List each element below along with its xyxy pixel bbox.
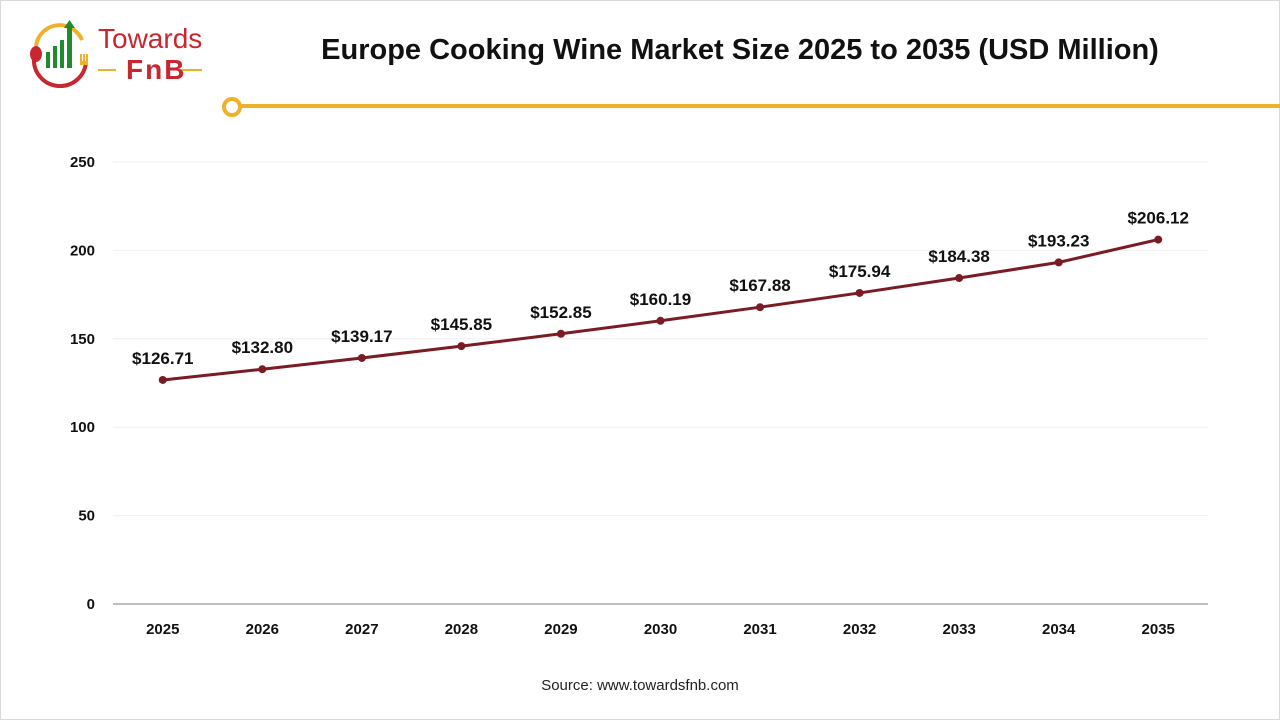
x-tick-label: 2028 — [445, 621, 478, 638]
series-line — [162, 238, 1159, 382]
data-label: $126.71 — [132, 349, 193, 368]
data-label: $152.85 — [530, 303, 591, 322]
x-tick-label: 2031 — [743, 621, 776, 638]
chart-title: Europe Cooking Wine Market Size 2025 to … — [321, 34, 1159, 66]
data-label: $175.94 — [829, 262, 891, 281]
logo-text-towards: Towards — [98, 23, 203, 54]
y-tick-label: 250 — [70, 154, 95, 171]
data-point — [357, 353, 366, 362]
x-tick-label: 2035 — [1142, 621, 1175, 638]
data-point — [955, 274, 964, 283]
data-label: $160.19 — [630, 290, 691, 309]
data-point — [556, 329, 565, 338]
y-tick-label: 0 — [87, 596, 95, 613]
data-point — [158, 375, 167, 384]
x-tick-label: 2032 — [843, 621, 876, 638]
data-label: $145.85 — [431, 315, 492, 334]
data-point — [1054, 258, 1063, 267]
data-labels: $126.71 $132.80 $139.17 $145.85 $152.85 $160.… — [132, 209, 1189, 368]
y-tick-label: 100 — [70, 419, 95, 436]
data-label: $167.88 — [729, 276, 790, 295]
logo-text-fnb: FnB — [126, 54, 187, 85]
data-point — [258, 365, 267, 374]
x-tick-label: 2034 — [1042, 621, 1076, 638]
x-tick-label: 2025 — [146, 621, 179, 638]
source-note: Source: www.towardsfnb.com — [541, 677, 739, 694]
data-point — [656, 316, 665, 325]
y-tick-label: 150 — [70, 331, 95, 348]
data-label: $193.23 — [1028, 231, 1089, 250]
x-tick-label: 2030 — [644, 621, 677, 638]
data-point — [457, 342, 466, 351]
data-label: $184.38 — [928, 247, 989, 266]
x-tick-label: 2027 — [345, 621, 378, 638]
x-axis: 2025 2026 2027 2028 2029 2030 2031 2032 2033 2034… — [146, 621, 1175, 638]
x-tick-label: 2033 — [942, 621, 975, 638]
x-tick-label: 2029 — [544, 621, 577, 638]
y-axis: 0 50 100 150 200 250 — [70, 154, 95, 613]
x-tick-label: 2026 — [246, 621, 279, 638]
data-point — [855, 288, 864, 297]
logo-graphic-icon — [30, 20, 202, 88]
data-point — [1154, 235, 1163, 244]
title-accent-line — [240, 104, 1280, 108]
title-accent-dot — [222, 97, 242, 117]
data-label: $139.17 — [331, 327, 392, 346]
series-market-size — [158, 235, 1163, 384]
data-point — [756, 303, 765, 312]
data-label: $206.12 — [1128, 209, 1189, 228]
towards-fnb-logo: Towards FnB — [24, 18, 224, 88]
y-tick-label: 50 — [78, 508, 95, 525]
gridlines — [113, 161, 1208, 605]
y-tick-label: 200 — [70, 242, 95, 259]
data-label: $132.80 — [232, 338, 293, 357]
